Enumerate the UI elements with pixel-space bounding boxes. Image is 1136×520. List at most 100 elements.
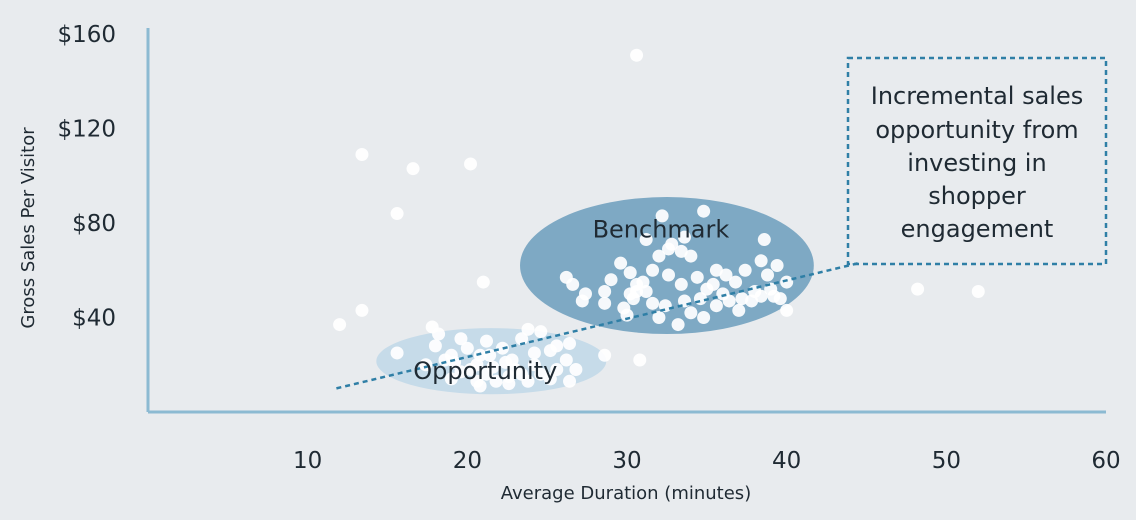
x-tick-label: 50 xyxy=(932,448,961,474)
data-point xyxy=(646,296,660,310)
data-point xyxy=(454,332,468,346)
data-point xyxy=(697,311,711,324)
data-point xyxy=(355,147,369,161)
data-point xyxy=(476,275,490,289)
data-point xyxy=(738,263,752,277)
data-point xyxy=(454,365,468,379)
data-point xyxy=(543,372,557,386)
data-point xyxy=(355,303,369,317)
data-point xyxy=(780,303,794,317)
data-point xyxy=(767,289,781,303)
y-tick-label: $120 xyxy=(57,117,116,143)
data-point xyxy=(598,296,612,310)
y-tick-label: $80 xyxy=(72,211,116,237)
data-point xyxy=(735,292,749,306)
data-point xyxy=(508,362,522,376)
data-point xyxy=(598,285,612,299)
data-point xyxy=(489,374,503,388)
data-point xyxy=(633,353,647,367)
data-point xyxy=(333,318,347,332)
data-point xyxy=(623,287,637,301)
callout-line: Incremental sales xyxy=(871,82,1084,110)
data-point xyxy=(677,230,691,244)
y-tick-labels: $40 $80 $120 $160 xyxy=(57,22,116,332)
data-point xyxy=(464,157,478,171)
data-point xyxy=(757,233,771,247)
data-point xyxy=(559,270,573,284)
data-point xyxy=(719,268,733,282)
data-point xyxy=(527,358,541,372)
data-point xyxy=(460,341,474,355)
data-point xyxy=(684,306,698,320)
y-tick-label: $160 xyxy=(57,22,116,48)
data-point xyxy=(971,285,985,299)
data-point xyxy=(658,299,672,313)
data-point xyxy=(604,273,618,287)
data-point xyxy=(390,346,404,360)
callout-line: engagement xyxy=(901,215,1054,243)
data-point xyxy=(614,256,628,270)
y-tick-label: $40 xyxy=(72,306,116,332)
data-point xyxy=(470,358,484,372)
data-point xyxy=(706,277,720,291)
callout-box: Incremental sales opportunity from inves… xyxy=(846,56,1108,266)
data-point xyxy=(674,277,688,291)
x-tick-label: 20 xyxy=(453,448,482,474)
data-point xyxy=(432,327,446,341)
data-point xyxy=(521,322,535,336)
data-point xyxy=(662,268,676,282)
data-point xyxy=(652,311,666,324)
x-tick-label: 10 xyxy=(293,448,322,474)
data-point xyxy=(662,242,676,256)
data-point xyxy=(620,308,634,322)
data-point xyxy=(563,374,577,388)
data-point xyxy=(550,339,564,353)
data-point xyxy=(499,355,513,369)
data-point xyxy=(636,275,650,289)
x-tick-label: 60 xyxy=(1091,448,1120,474)
data-point xyxy=(623,266,637,280)
data-point xyxy=(495,341,509,355)
data-point xyxy=(911,282,925,296)
x-tick-label: 40 xyxy=(772,448,801,474)
data-point xyxy=(473,379,487,393)
data-point xyxy=(716,287,730,301)
data-point xyxy=(652,249,666,263)
data-point xyxy=(646,263,660,277)
data-point xyxy=(697,204,711,218)
x-axis-title: Average Duration (minutes) xyxy=(501,483,751,504)
data-point xyxy=(521,374,535,388)
data-point xyxy=(780,275,794,289)
data-point xyxy=(444,372,458,386)
data-point xyxy=(569,362,583,376)
data-point xyxy=(761,268,775,282)
data-point xyxy=(655,209,669,223)
axes xyxy=(146,28,1106,414)
data-point xyxy=(684,249,698,263)
data-point xyxy=(527,346,541,360)
callout-line: shopper xyxy=(928,182,1026,210)
data-point xyxy=(419,358,433,372)
data-point xyxy=(534,325,548,339)
data-point xyxy=(754,254,768,268)
data-point xyxy=(550,362,564,376)
data-point xyxy=(515,332,529,346)
data-point xyxy=(770,259,784,273)
data-point xyxy=(428,339,442,353)
data-point xyxy=(639,233,653,247)
data-point xyxy=(598,348,612,362)
data-point xyxy=(390,207,404,221)
data-point xyxy=(729,275,743,289)
data-point xyxy=(559,353,573,367)
data-point xyxy=(486,360,500,374)
data-point xyxy=(690,270,704,284)
data-point xyxy=(563,336,577,350)
x-tick-label: 30 xyxy=(612,448,641,474)
data-point xyxy=(709,299,723,313)
data-point xyxy=(479,334,493,348)
data-point xyxy=(575,294,589,308)
data-point xyxy=(732,303,746,317)
data-point xyxy=(671,318,685,332)
benchmark-label: Benchmark xyxy=(593,216,730,244)
